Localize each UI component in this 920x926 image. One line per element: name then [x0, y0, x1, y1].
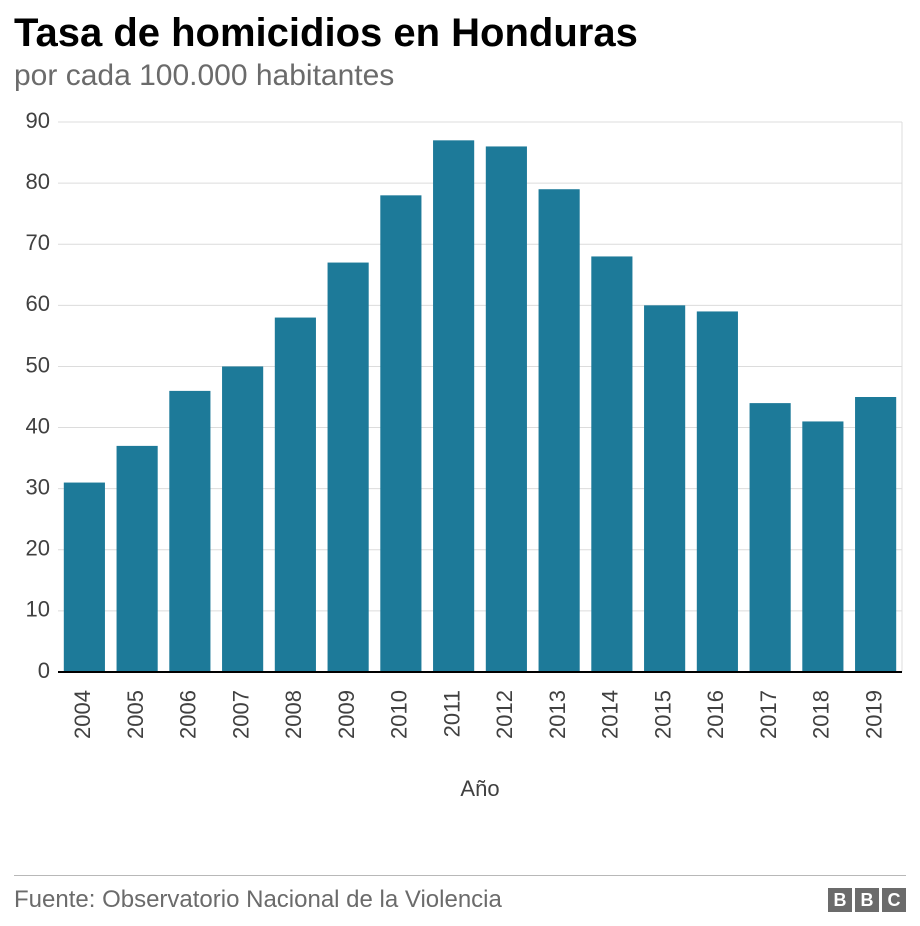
source-prefix: Fuente:: [14, 886, 102, 913]
bar: [433, 140, 474, 672]
footer-divider: [14, 875, 906, 876]
bar: [169, 391, 210, 672]
y-tick-label: 10: [26, 597, 50, 622]
source-name: Observatorio Nacional de la Violencia: [102, 886, 502, 913]
x-axis-label: Año: [460, 776, 499, 801]
bar: [222, 366, 263, 672]
x-tick-label: 2018: [809, 690, 834, 739]
bar: [591, 256, 632, 672]
bbc-logo-letter: B: [855, 888, 879, 912]
x-tick-label: 2019: [861, 690, 886, 739]
x-tick-label: 2009: [334, 690, 359, 739]
x-tick-label: 2013: [545, 690, 570, 739]
x-tick-label: 2017: [756, 690, 781, 739]
bar: [644, 305, 685, 672]
x-tick-label: 2014: [598, 690, 623, 739]
chart-subtitle: por cada 100.000 habitantes: [14, 58, 906, 94]
y-tick-label: 80: [26, 169, 50, 194]
x-tick-label: 2006: [176, 690, 201, 739]
x-tick-label: 2005: [123, 690, 148, 739]
chart-title: Tasa de homicidios en Honduras: [14, 10, 906, 56]
y-tick-label: 90: [26, 112, 50, 133]
bar-chart-svg: 0 10 20 30 40 50 60 70 80 90 2004 2005 2006 2007 2008 2…: [14, 112, 906, 812]
bbc-logo-letter: C: [882, 888, 906, 912]
source-text: Fuente: Observatorio Nacional de la Viol…: [14, 886, 502, 914]
y-tick-label: 60: [26, 291, 50, 316]
y-tick-label: 40: [26, 413, 50, 438]
x-tick-label: 2015: [650, 690, 675, 739]
bar: [697, 311, 738, 672]
footer-row: Fuente: Observatorio Nacional de la Viol…: [14, 886, 906, 914]
bar: [380, 195, 421, 672]
x-tick-label: 2012: [492, 690, 517, 739]
bbc-logo-letter: B: [828, 888, 852, 912]
x-tick-label: 2004: [70, 690, 95, 739]
chart-plot-area: 0 10 20 30 40 50 60 70 80 90 2004 2005 2006 2007 2008 2…: [14, 112, 906, 812]
bar: [750, 403, 791, 672]
x-tick-label: 2011: [439, 690, 464, 737]
bar: [328, 263, 369, 672]
x-tick-label: 2008: [281, 690, 306, 739]
chart-container: Tasa de homicidios en Honduras por cada …: [0, 0, 920, 926]
y-tick-label: 70: [26, 230, 50, 255]
x-tick-label: 2016: [703, 690, 728, 739]
bar: [486, 146, 527, 672]
bar: [539, 189, 580, 672]
y-tick-label: 30: [26, 474, 50, 499]
bar: [275, 318, 316, 672]
y-tick-label: 0: [38, 658, 50, 683]
x-tick-label: 2007: [228, 690, 253, 739]
bbc-logo: B B C: [828, 888, 906, 912]
bar: [64, 483, 105, 672]
bar: [117, 446, 158, 672]
y-tick-label: 50: [26, 352, 50, 377]
y-tick-label: 20: [26, 536, 50, 561]
bar: [802, 421, 843, 672]
bar: [855, 397, 896, 672]
x-tick-label: 2010: [387, 690, 412, 739]
chart-footer: Fuente: Observatorio Nacional de la Viol…: [14, 875, 906, 914]
